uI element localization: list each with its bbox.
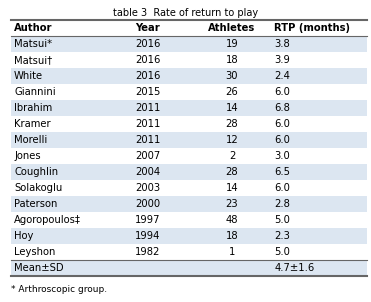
- Text: 2.4: 2.4: [274, 71, 290, 81]
- Text: Leyshon: Leyshon: [14, 247, 56, 257]
- Text: 2015: 2015: [135, 87, 161, 97]
- Bar: [11, 132, 367, 148]
- Text: 18: 18: [226, 231, 238, 241]
- Text: 2.3: 2.3: [274, 231, 290, 241]
- Text: Jones: Jones: [14, 151, 41, 161]
- Text: 30: 30: [226, 71, 238, 81]
- Text: 18: 18: [226, 55, 238, 65]
- Text: Athletes: Athletes: [209, 23, 256, 33]
- Text: 2011: 2011: [135, 119, 161, 129]
- Text: Giannini: Giannini: [14, 87, 56, 97]
- Text: Ibrahim: Ibrahim: [14, 103, 52, 113]
- Text: 2016: 2016: [135, 55, 161, 65]
- Bar: [11, 164, 367, 180]
- Bar: [11, 260, 367, 276]
- Text: 2.8: 2.8: [274, 199, 290, 209]
- Text: 1: 1: [229, 247, 235, 257]
- Text: 19: 19: [226, 39, 238, 49]
- Text: 1997: 1997: [135, 215, 161, 225]
- Text: 26: 26: [226, 87, 238, 97]
- Bar: [11, 100, 367, 116]
- Text: table 3  Rate of return to play: table 3 Rate of return to play: [113, 8, 258, 18]
- Text: 4.7±1.6: 4.7±1.6: [274, 263, 314, 273]
- Text: Matsui†: Matsui†: [14, 55, 52, 65]
- Text: 2000: 2000: [135, 199, 160, 209]
- Text: Author: Author: [14, 23, 53, 33]
- Bar: [11, 36, 367, 52]
- Text: 6.0: 6.0: [274, 119, 290, 129]
- Text: 2011: 2011: [135, 103, 161, 113]
- Text: 5.0: 5.0: [274, 215, 290, 225]
- Text: 6.0: 6.0: [274, 87, 290, 97]
- Text: Year: Year: [135, 23, 160, 33]
- Text: 6.0: 6.0: [274, 135, 290, 145]
- Text: 14: 14: [226, 183, 238, 193]
- Text: 48: 48: [226, 215, 238, 225]
- Text: 2016: 2016: [135, 39, 161, 49]
- Text: 1994: 1994: [135, 231, 161, 241]
- Text: 28: 28: [226, 167, 238, 177]
- Text: Mean±SD: Mean±SD: [14, 263, 64, 273]
- Text: 6.8: 6.8: [274, 103, 290, 113]
- Text: 2: 2: [229, 151, 235, 161]
- Text: 6.5: 6.5: [274, 167, 290, 177]
- Text: 14: 14: [226, 103, 238, 113]
- Text: 2004: 2004: [135, 167, 160, 177]
- Text: Kramer: Kramer: [14, 119, 51, 129]
- Text: 2016: 2016: [135, 71, 161, 81]
- Text: 23: 23: [226, 199, 238, 209]
- Text: 12: 12: [226, 135, 238, 145]
- Text: Solakoglu: Solakoglu: [14, 183, 62, 193]
- Text: 3.8: 3.8: [274, 39, 290, 49]
- Bar: [11, 68, 367, 84]
- Text: Agoropoulos‡: Agoropoulos‡: [14, 215, 81, 225]
- Bar: [11, 196, 367, 212]
- Text: Paterson: Paterson: [14, 199, 58, 209]
- Text: 2003: 2003: [135, 183, 160, 193]
- Text: Matsui*: Matsui*: [14, 39, 52, 49]
- Text: 3.9: 3.9: [274, 55, 290, 65]
- Text: 3.0: 3.0: [274, 151, 290, 161]
- Text: 28: 28: [226, 119, 238, 129]
- Text: Morelli: Morelli: [14, 135, 47, 145]
- Text: Hoy: Hoy: [14, 231, 33, 241]
- Text: 2011: 2011: [135, 135, 161, 145]
- Text: * Arthroscopic group.: * Arthroscopic group.: [11, 285, 107, 294]
- Bar: [11, 228, 367, 244]
- Text: 2007: 2007: [135, 151, 160, 161]
- Text: 5.0: 5.0: [274, 247, 290, 257]
- Text: 1982: 1982: [135, 247, 161, 257]
- Text: Coughlin: Coughlin: [14, 167, 58, 177]
- Text: 6.0: 6.0: [274, 183, 290, 193]
- Text: White: White: [14, 71, 43, 81]
- Text: RTP (months): RTP (months): [274, 23, 350, 33]
